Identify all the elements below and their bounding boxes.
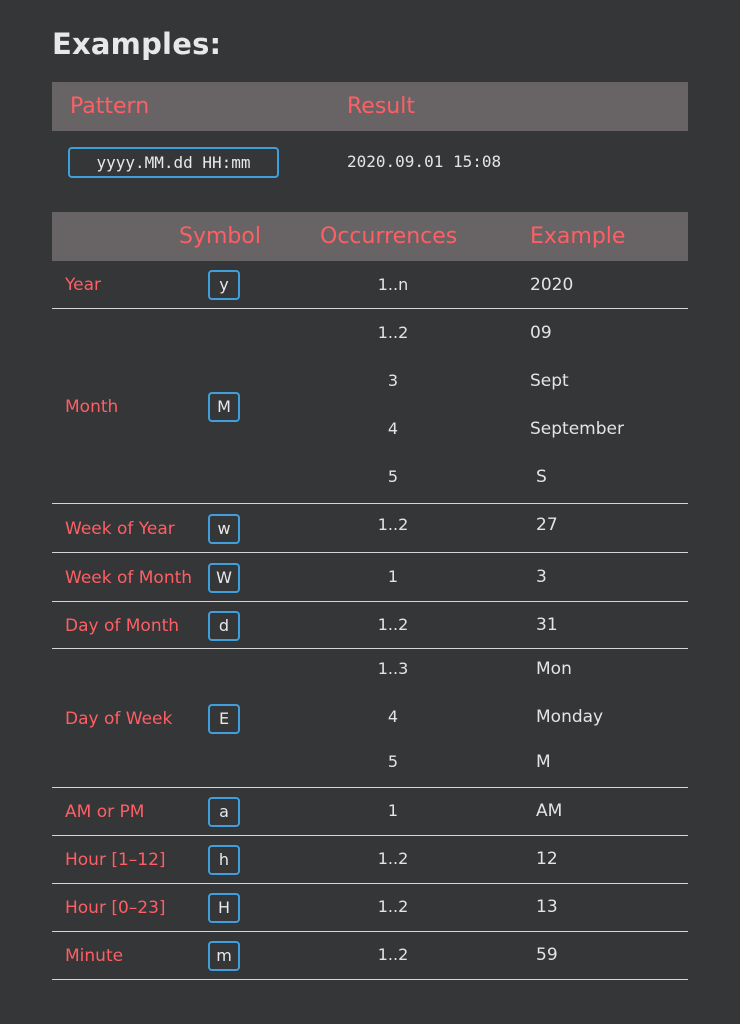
pattern-column-header: Pattern (70, 94, 150, 119)
occurrences-value: 1 (387, 801, 399, 820)
occurrences-value: 1..2 (377, 323, 409, 342)
example-value: AM (536, 801, 563, 821)
table-row: Hour [1–12] h 1..2 12 (52, 836, 688, 884)
symbol-code: w (208, 513, 240, 544)
field-name: Week of Month (65, 567, 193, 588)
symbol-code: h (208, 845, 240, 875)
example-value: S (536, 467, 547, 487)
example-value: M (536, 752, 551, 772)
example-value: Sept (530, 371, 569, 391)
table-row: Week of Year w 1..2 27 (52, 504, 688, 553)
example-value: 13 (536, 897, 558, 917)
field-name: Day of Week (65, 708, 173, 729)
pattern-example-result: 2020.09.01 15:08 (347, 152, 502, 171)
table-row: Day of Week E 1..3 Mon 4 Monday 5 M (52, 649, 688, 788)
example-value: 31 (536, 615, 558, 635)
field-name: Year (65, 275, 101, 295)
occurrences-value: 4 (387, 707, 399, 726)
symbols-table-header: Symbol Occurrences Example (52, 212, 688, 261)
occurrences-value: 1..2 (377, 945, 409, 964)
pattern-example-code: yyyy.MM.dd HH:mm (68, 147, 279, 178)
example-value: 3 (536, 567, 547, 587)
table-row: Day of Month d 1..2 31 (52, 602, 688, 649)
symbol-code: W (208, 562, 240, 593)
occurrences-value: 5 (387, 752, 399, 771)
occurrences-column-header: Occurrences (320, 224, 458, 249)
occurrences-value: 1 (387, 567, 399, 586)
field-name: Day of Month (65, 615, 180, 636)
example-value: 12 (536, 849, 558, 869)
symbol-column-header: Symbol (179, 224, 261, 249)
result-column-header: Result (347, 94, 415, 119)
table-row: Month M 1..2 09 3 Sept 4 September 5 S (52, 309, 688, 504)
field-name: Month (65, 396, 119, 417)
symbol-code: E (208, 703, 240, 734)
symbol-code: m (208, 941, 240, 971)
table-row: Week of Month W 1 3 (52, 553, 688, 602)
page-title: Examples: (52, 27, 222, 61)
field-name: Week of Year (65, 518, 175, 539)
symbol-code: M (208, 391, 240, 422)
table-row: Hour [0–23] H 1..2 13 (52, 884, 688, 932)
occurrences-value: 1..2 (377, 615, 409, 634)
occurrences-value: 1..2 (377, 515, 409, 534)
table-row: AM or PM a 1 AM (52, 788, 688, 836)
occurrences-value: 3 (387, 371, 399, 390)
example-value: 2020 (530, 275, 574, 295)
example-value: 59 (536, 945, 558, 965)
field-name: Hour [0–23] (65, 898, 166, 918)
symbol-code: d (208, 610, 240, 641)
field-name: Hour [1–12] (65, 850, 166, 870)
occurrences-value: 1..2 (377, 849, 409, 868)
example-value: Monday (536, 707, 604, 727)
occurrences-value: 4 (387, 419, 399, 438)
table-row: Minute m 1..2 59 (52, 932, 688, 980)
field-name: AM or PM (65, 802, 145, 822)
occurrences-value: 1..2 (377, 897, 409, 916)
symbol-code: H (208, 893, 240, 923)
occurrences-value: 1..n (377, 275, 409, 294)
pattern-table-header: Pattern Result (52, 82, 688, 131)
example-value: Mon (536, 659, 572, 679)
example-column-header: Example (530, 224, 626, 249)
symbol-code: a (208, 797, 240, 827)
table-row: Year y 1..n 2020 (52, 261, 688, 309)
symbol-code: y (208, 270, 240, 300)
occurrences-value: 1..3 (377, 659, 409, 678)
example-value: September (530, 419, 624, 439)
example-value: 27 (536, 515, 558, 535)
example-value: 09 (530, 323, 552, 343)
field-name: Minute (65, 946, 124, 966)
occurrences-value: 5 (387, 467, 399, 486)
